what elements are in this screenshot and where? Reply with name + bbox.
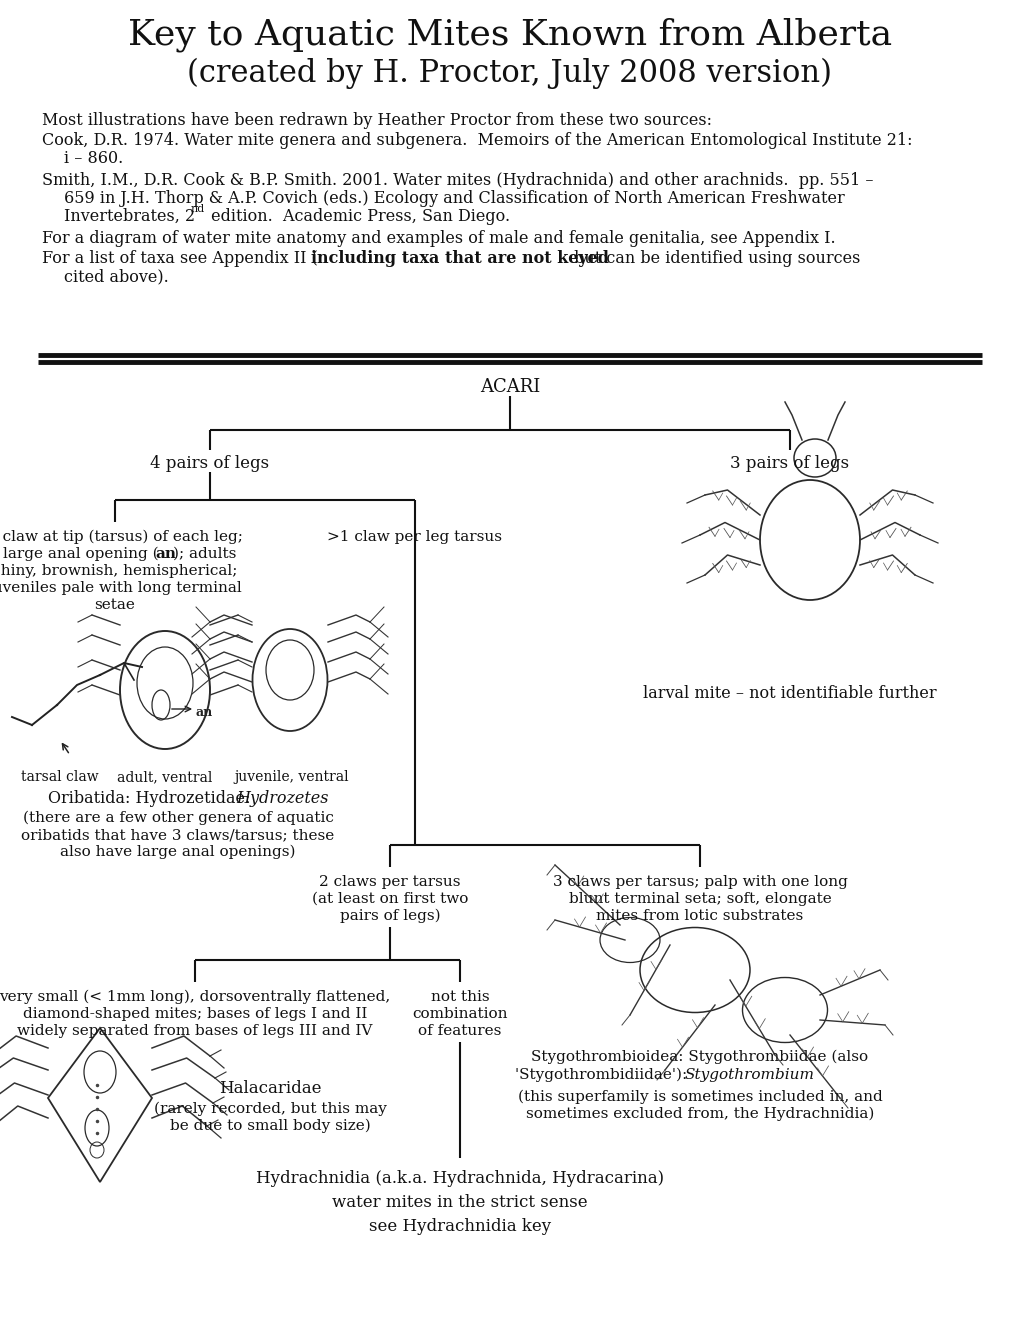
- Text: Key to Aquatic Mites Known from Alberta: Key to Aquatic Mites Known from Alberta: [127, 18, 892, 53]
- Text: juvenile, ventral: juvenile, ventral: [234, 770, 348, 784]
- Text: blunt terminal seta; soft, elongate: blunt terminal seta; soft, elongate: [568, 892, 830, 906]
- Text: but can be identified using sources: but can be identified using sources: [569, 249, 860, 267]
- Text: i – 860.: i – 860.: [64, 150, 123, 168]
- Text: setae: setae: [95, 598, 136, 612]
- Text: nd: nd: [191, 205, 205, 214]
- Text: 3 claws per tarsus; palp with one long: 3 claws per tarsus; palp with one long: [552, 875, 847, 888]
- Text: edition.  Academic Press, San Diego.: edition. Academic Press, San Diego.: [206, 209, 510, 224]
- Text: an: an: [155, 546, 176, 561]
- Text: 2 claws per tarsus: 2 claws per tarsus: [319, 875, 461, 888]
- Text: Oribatida: Hydrozetidae:: Oribatida: Hydrozetidae:: [48, 789, 255, 807]
- Text: Smith, I.M., D.R. Cook & B.P. Smith. 2001. Water mites (Hydrachnida) and other a: Smith, I.M., D.R. Cook & B.P. Smith. 200…: [42, 172, 872, 189]
- Text: widely separated from bases of legs III and IV: widely separated from bases of legs III …: [17, 1024, 372, 1038]
- Text: sometimes excluded from, the Hydrachnidia): sometimes excluded from, the Hydrachnidi…: [526, 1107, 873, 1122]
- Text: Most illustrations have been redrawn by Heather Proctor from these two sources:: Most illustrations have been redrawn by …: [42, 112, 711, 129]
- Text: adult, ventral: adult, ventral: [117, 770, 213, 784]
- Text: juveniles pale with long terminal: juveniles pale with long terminal: [0, 581, 242, 595]
- Text: an: an: [196, 706, 213, 719]
- Text: very small (< 1mm long), dorsoventrally flattened,: very small (< 1mm long), dorsoventrally …: [0, 990, 390, 1005]
- Text: Invertebrates, 2: Invertebrates, 2: [64, 209, 195, 224]
- Text: diamond-shaped mites; bases of legs I and II: diamond-shaped mites; bases of legs I an…: [22, 1007, 367, 1020]
- Text: (there are a few other genera of aquatic: (there are a few other genera of aquatic: [22, 810, 333, 825]
- Text: combination: combination: [412, 1007, 507, 1020]
- Text: (rarely recorded, but this may: (rarely recorded, but this may: [154, 1102, 386, 1117]
- Text: pairs of legs): pairs of legs): [339, 909, 440, 924]
- Text: be due to small body size): be due to small body size): [169, 1119, 370, 1134]
- Text: ACARI: ACARI: [479, 378, 540, 396]
- Text: 4 pairs of legs: 4 pairs of legs: [150, 455, 269, 473]
- Text: of features: of features: [418, 1024, 501, 1038]
- Text: including taxa that are not keyed: including taxa that are not keyed: [311, 249, 608, 267]
- Text: (created by H. Proctor, July 2008 version): (created by H. Proctor, July 2008 versio…: [187, 58, 832, 90]
- Text: Cook, D.R. 1974. Water mite genera and subgenera.  Memoirs of the American Entom: Cook, D.R. 1974. Water mite genera and s…: [42, 132, 912, 149]
- Text: Halacaridae: Halacaridae: [218, 1080, 321, 1097]
- Text: Hydrozetes: Hydrozetes: [235, 789, 328, 807]
- Text: cited above).: cited above).: [64, 268, 168, 285]
- Text: (this superfamily is sometimes included in, and: (this superfamily is sometimes included …: [517, 1090, 881, 1105]
- Text: 3 pairs of legs: 3 pairs of legs: [730, 455, 849, 473]
- Text: also have large anal openings): also have large anal openings): [60, 845, 296, 859]
- Text: For a list of taxa see Appendix II (: For a list of taxa see Appendix II (: [42, 249, 318, 267]
- Text: tarsal claw: tarsal claw: [21, 770, 99, 784]
- Text: Stygothrombioidea: Stygothrombiidae (also: Stygothrombioidea: Stygothrombiidae (als…: [531, 1049, 868, 1064]
- Text: large anal opening (: large anal opening (: [3, 546, 159, 561]
- Text: shiny, brownish, hemispherical;: shiny, brownish, hemispherical;: [0, 564, 237, 578]
- Text: (at least on first two: (at least on first two: [312, 892, 468, 906]
- Text: 1 claw at tip (tarsus) of each leg;: 1 claw at tip (tarsus) of each leg;: [0, 531, 243, 544]
- Text: 'Stygothrombidiidae'):: 'Stygothrombidiidae'):: [515, 1068, 692, 1082]
- Text: Stygothrombium: Stygothrombium: [685, 1068, 814, 1082]
- Text: ); adults: ); adults: [173, 546, 236, 561]
- Text: For a diagram of water mite anatomy and examples of male and female genitalia, s: For a diagram of water mite anatomy and …: [42, 230, 835, 247]
- Text: see Hydrachnidia key: see Hydrachnidia key: [369, 1218, 550, 1236]
- Text: Hydrachnidia (a.k.a. Hydrachnida, Hydracarina): Hydrachnidia (a.k.a. Hydrachnida, Hydrac…: [256, 1170, 663, 1187]
- Text: mites from lotic substrates: mites from lotic substrates: [596, 909, 803, 923]
- Text: larval mite – not identifiable further: larval mite – not identifiable further: [643, 685, 935, 702]
- Text: water mites in the strict sense: water mites in the strict sense: [332, 1195, 587, 1210]
- Text: oribatids that have 3 claws/tarsus; these: oribatids that have 3 claws/tarsus; thes…: [21, 828, 334, 842]
- Text: >1 claw per leg tarsus: >1 claw per leg tarsus: [327, 531, 502, 544]
- Text: not this: not this: [430, 990, 489, 1005]
- Text: 659 in J.H. Thorp & A.P. Covich (eds.) Ecology and Classification of North Ameri: 659 in J.H. Thorp & A.P. Covich (eds.) E…: [64, 190, 844, 207]
